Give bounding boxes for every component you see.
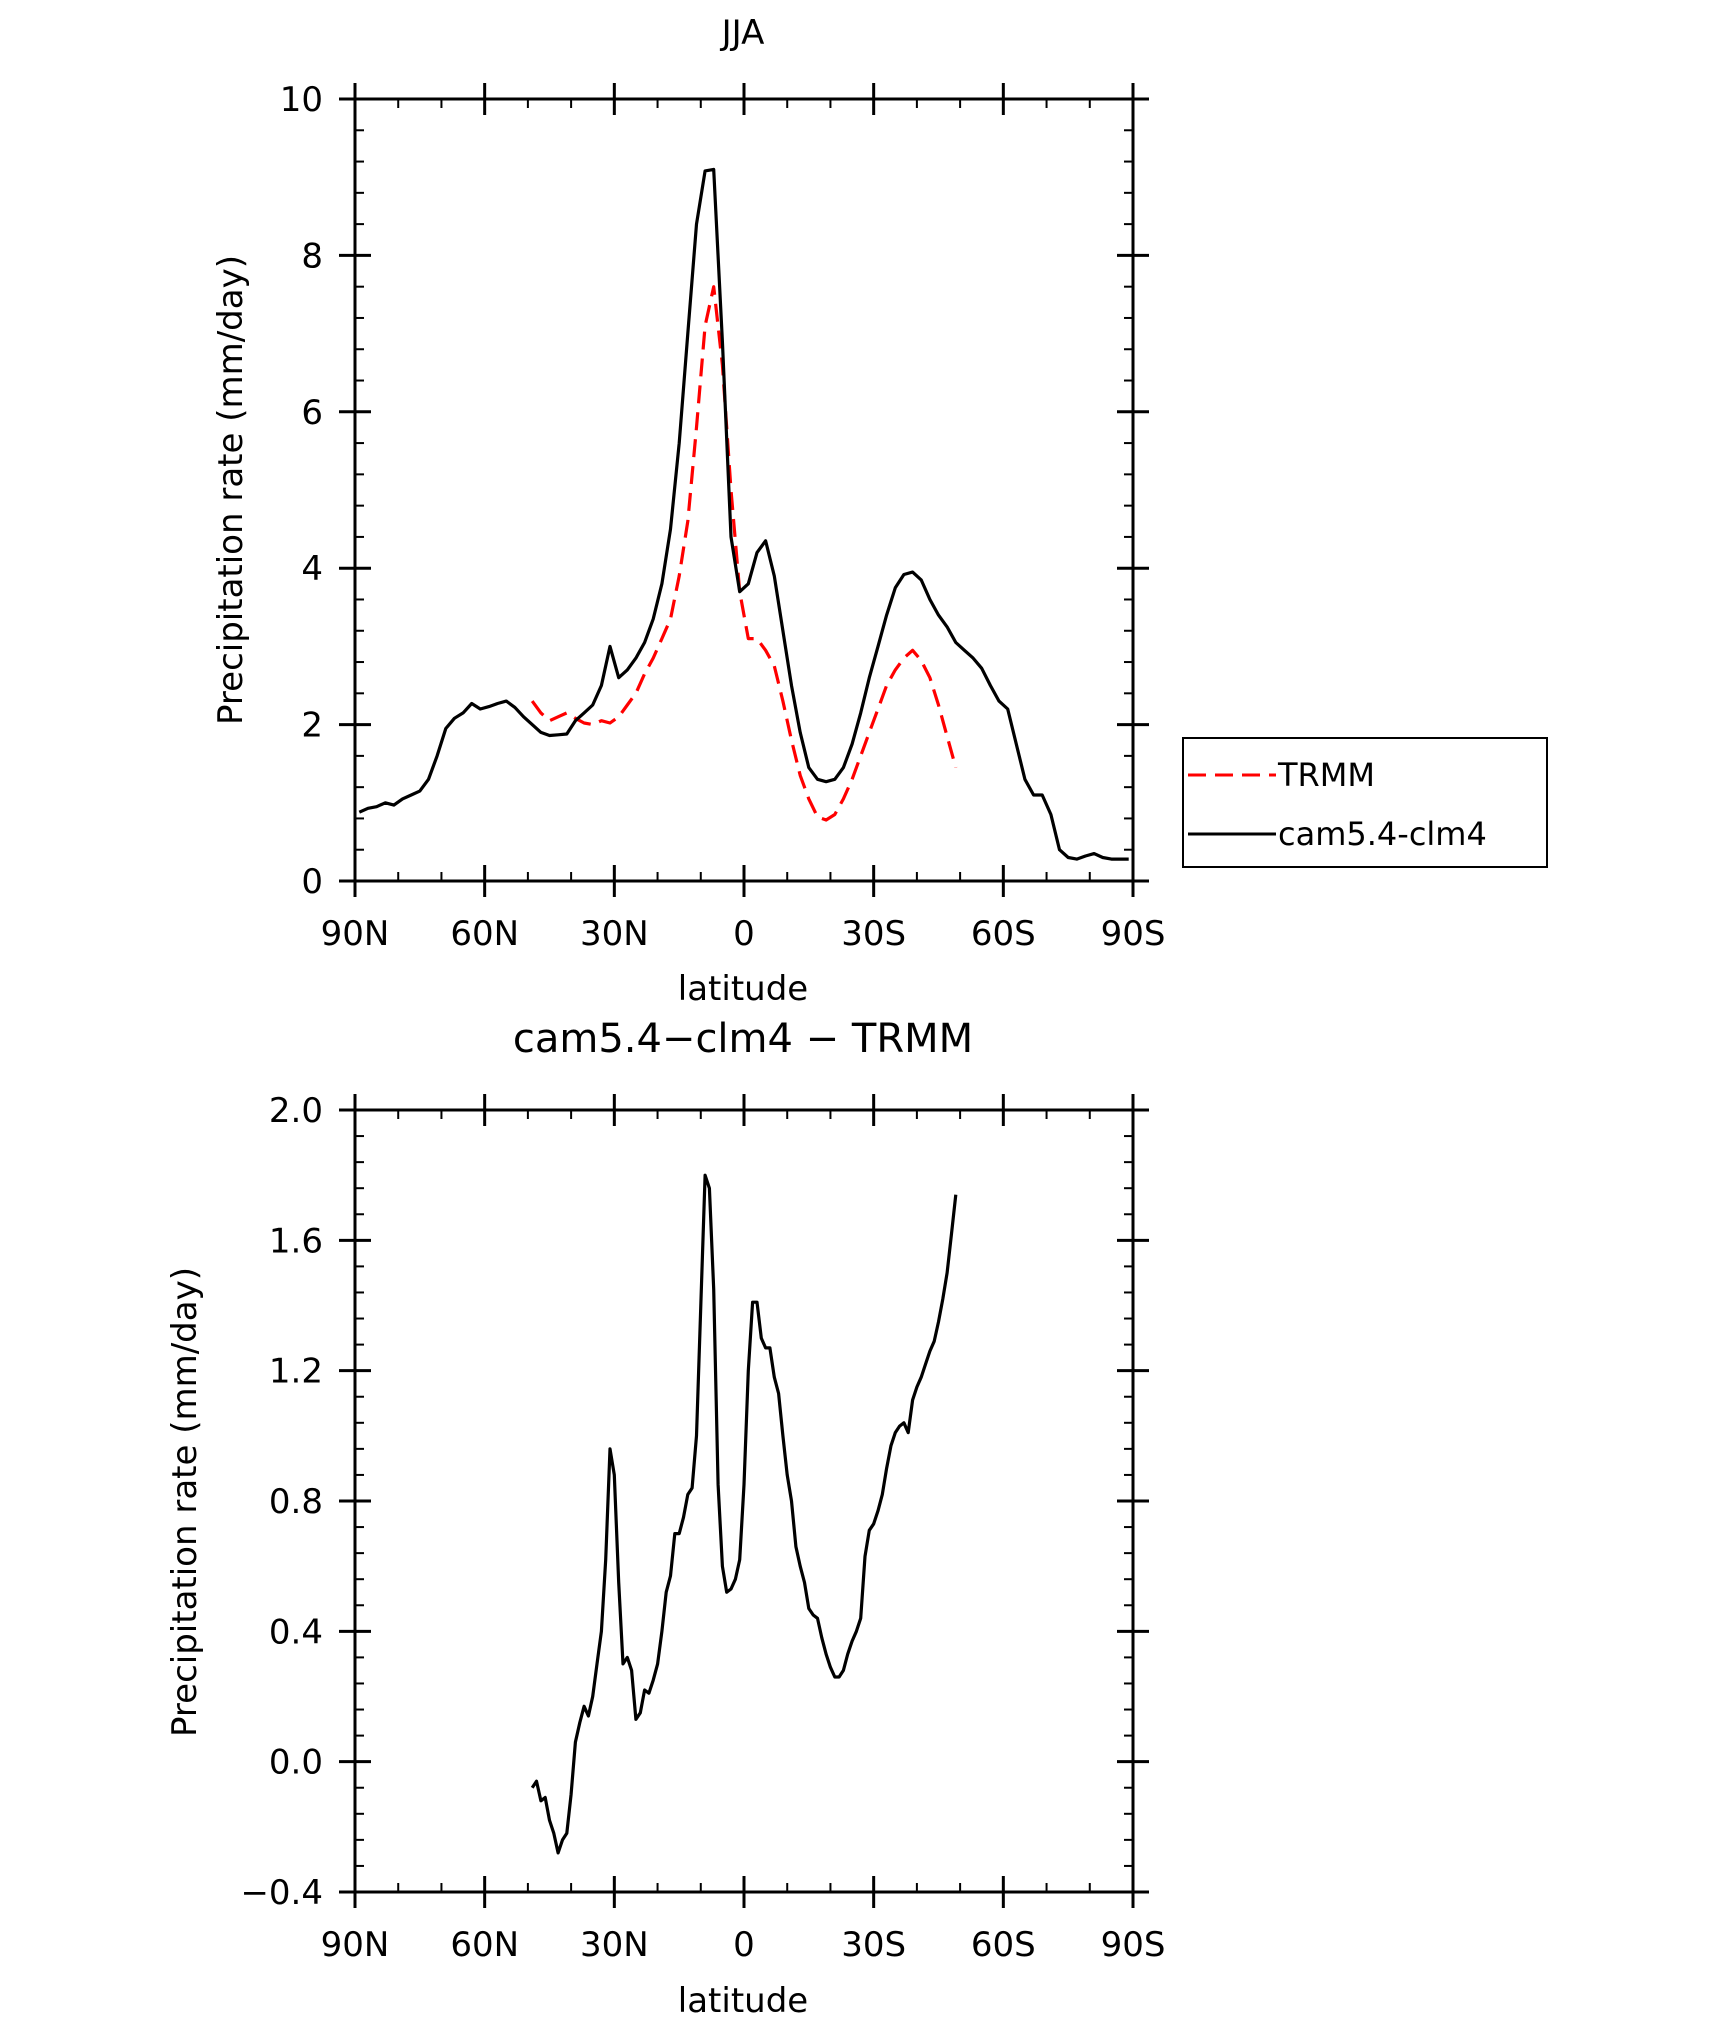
bottom-y-tick-label: 0.8 (269, 1482, 323, 1522)
bottom-y-axis: −0.4 0.0 0.4 0.8 1.2 1.6 2.0 (240, 1091, 1149, 1913)
top-data-point-trmm (703, 324, 707, 328)
bottom-y-tick-label: 2.0 (269, 1091, 323, 1131)
top-series-line-trmm (530, 285, 958, 822)
legend: TRMM cam5.4-clm4 (1182, 737, 1548, 868)
legend-label-trmm: TRMM (1277, 756, 1375, 794)
bottom-x-tick-label: 0 (733, 1925, 755, 1965)
top-data-point-trmm (617, 715, 621, 719)
top-data-point-trmm (815, 815, 819, 819)
bottom-chart-title: cam5.4−clm4 − TRMM (513, 1016, 973, 1062)
top-data-point-trmm (876, 707, 880, 711)
top-y-tick-label: 10 (280, 80, 323, 120)
top-y-tick-label: 6 (301, 393, 323, 433)
bottom-y-tick-label: −0.4 (240, 1873, 323, 1913)
top-x-tick-label: 60S (971, 914, 1036, 954)
bottom-x-tick-label: 30S (841, 1925, 906, 1965)
legend-label-cam: cam5.4-clm4 (1278, 815, 1487, 853)
top-x-tick-label: 90N (321, 914, 390, 954)
bottom-x-tick-label: 90N (321, 1925, 390, 1965)
top-data-point-trmm (902, 656, 906, 660)
top-series-group (358, 167, 1129, 861)
top-y-axis-label: Precipitation rate (mm/day) (211, 255, 251, 725)
bottom-y-axis-label: Precipitation rate (mm/day) (165, 1267, 205, 1737)
top-data-point-trmm (591, 723, 595, 727)
top-y-tick-label: 2 (301, 706, 323, 746)
top-data-point-trmm (669, 617, 673, 621)
bottom-series-group (530, 1173, 958, 1855)
top-x-axis: 90N 60N 30N 0 30S 60S 90S (321, 83, 1166, 954)
bottom-x-tick-label: 60N (450, 1925, 519, 1965)
bottom-x-tick-label: 60S (971, 1925, 1036, 1965)
bottom-x-axis: 90N 60N 30N 0 30S 60S 90S (321, 1094, 1166, 1965)
top-y-tick-label: 0 (301, 862, 323, 902)
top-y-tick-label: 8 (301, 236, 323, 276)
bottom-x-tick-label: 30N (580, 1925, 649, 1965)
top-series-line-cam5-4-clm4 (358, 167, 1129, 861)
top-x-tick-label: 30N (580, 914, 649, 954)
top-y-axis: 0 2 4 6 8 10 (280, 80, 1149, 902)
top-x-tick-label: 0 (733, 914, 755, 954)
bottom-panel: cam5.4−clm4 − TRMM −0.4 0.0 0.4 0.8 1.2 1.6 2.… (165, 1016, 1165, 2021)
top-x-tick-label: 90S (1101, 914, 1166, 954)
bottom-x-tick-label: 90S (1101, 1925, 1166, 1965)
top-x-tick-label: 60N (450, 914, 519, 954)
top-data-point-trmm (755, 637, 759, 641)
bottom-y-tick-label: 1.2 (269, 1352, 323, 1392)
bottom-y-tick-label: 0.4 (269, 1612, 323, 1652)
bottom-series-line-difference (530, 1173, 958, 1855)
top-panel: JJA 0 2 4 6 8 10 90N 60N 30N 0 30S 60S 90S Precipit… (211, 13, 1548, 1009)
bottom-x-axis-label: latitude (678, 1981, 808, 2021)
top-data-point-trmm (867, 730, 871, 734)
top-data-point-trmm (919, 658, 923, 662)
top-data-point-trmm (945, 734, 949, 738)
top-data-point-trmm (954, 766, 958, 770)
top-x-axis-label: latitude (678, 969, 808, 1009)
top-plot-frame (353, 97, 1135, 883)
top-data-point-trmm (859, 754, 863, 758)
top-x-tick-label: 30S (841, 914, 906, 954)
bottom-y-tick-label: 0.0 (269, 1743, 323, 1783)
top-y-tick-label: 4 (301, 549, 323, 589)
top-data-point-trmm (790, 738, 794, 742)
top-data-point-trmm (634, 691, 638, 695)
top-chart-title: JJA (720, 13, 765, 53)
legend-box (1182, 737, 1548, 868)
bottom-y-tick-label: 1.6 (269, 1221, 323, 1261)
